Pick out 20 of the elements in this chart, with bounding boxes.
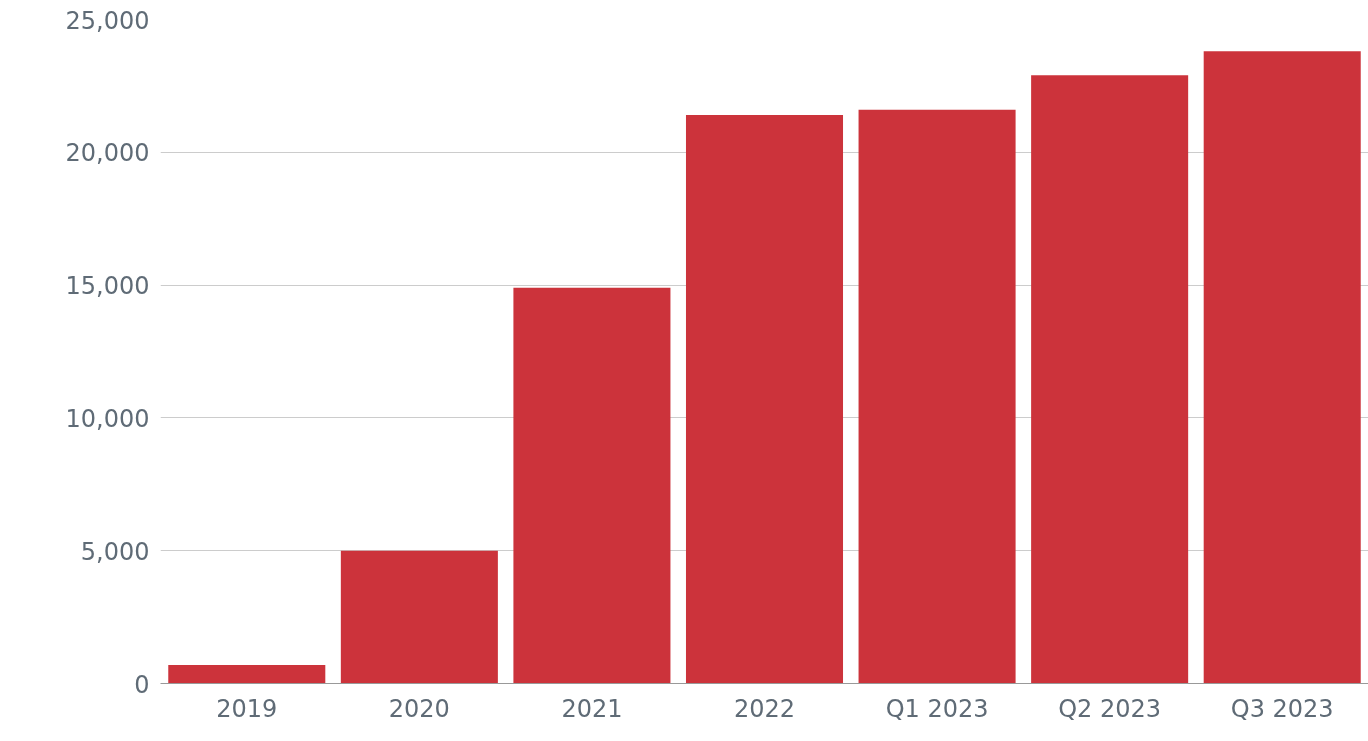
- bar: [340, 550, 498, 684]
- x-tick-label: Q2 2023: [1058, 694, 1162, 723]
- y-tick-label: 5,000: [80, 537, 150, 566]
- y-tick-label: 10,000: [65, 404, 150, 433]
- bar: [513, 287, 671, 684]
- y-tick-label: 0: [134, 670, 150, 699]
- bar: [1203, 51, 1361, 684]
- y-tick-label: 20,000: [65, 139, 150, 168]
- y-tick-label: 15,000: [65, 272, 150, 301]
- bar: [685, 115, 844, 684]
- x-tick-label: 2022: [733, 694, 796, 723]
- x-tick-label: Q1 2023: [885, 694, 989, 723]
- y-tick-label: 25,000: [65, 6, 150, 35]
- x-tick-label: Q3 2023: [1230, 694, 1334, 723]
- bar: [858, 109, 1016, 684]
- bar: [1031, 75, 1189, 684]
- x-tick-label: 2021: [561, 694, 623, 723]
- x-tick-label: 2020: [388, 694, 450, 723]
- bar: [168, 664, 326, 684]
- x-tick-label: 2019: [216, 694, 278, 723]
